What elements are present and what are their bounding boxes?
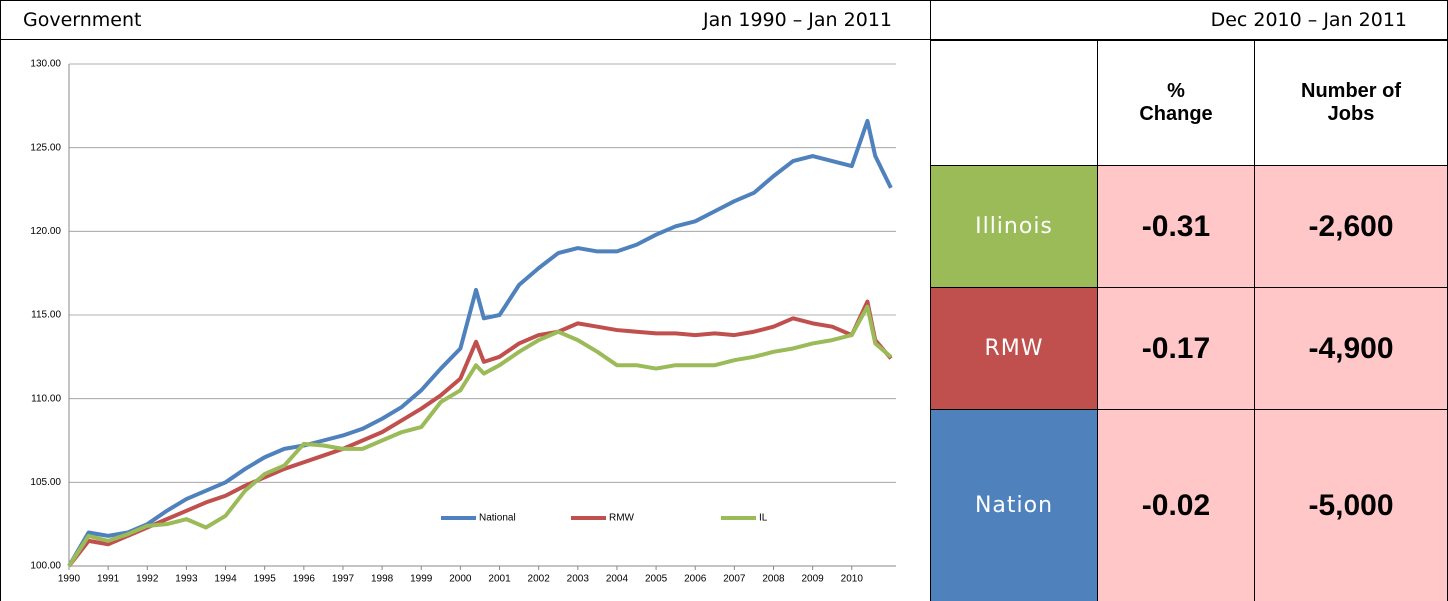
x-tick-label: 1996 [293,574,316,585]
series-line [67,299,893,568]
x-tick-label: 1999 [410,574,433,585]
x-tick-label: 2009 [802,574,825,585]
job-change: -4,900 [1254,287,1448,410]
x-tick-label: 2003 [567,574,590,585]
x-tick-label: 1995 [254,574,277,585]
y-tick-label: 105.00 [30,477,61,488]
series-line [67,304,893,568]
job-change: -2,600 [1254,165,1448,288]
x-tick-label: 1998 [371,574,394,585]
y-tick-label: 125.00 [30,142,61,153]
legend-label: RMW [609,513,635,524]
x-tick-label: 2002 [528,574,551,585]
x-tick-label: 2001 [488,574,511,585]
x-tick-label: 1997 [332,574,355,585]
y-tick-label: 110.00 [31,393,61,404]
row-label: Nation [930,409,1098,601]
pct-change: -0.17 [1097,287,1255,410]
x-tick-label: 1990 [58,574,81,585]
pct-change: -0.31 [1097,165,1255,288]
x-tick-label: 2000 [449,574,472,585]
x-tick-label: 2005 [645,574,668,585]
y-tick-label: 120.00 [30,226,61,237]
chart-header: Government Jan 1990 – Jan 2011 [0,0,931,40]
y-tick-label: 130.00 [30,59,61,70]
x-tick-label: 2004 [606,574,629,585]
pct-change: -0.02 [1097,409,1255,601]
column-header: % Change [1097,40,1255,166]
job-change: -5,000 [1254,409,1448,601]
row-label: RMW [930,287,1098,410]
table-period: Dec 2010 – Jan 2011 [1210,9,1407,31]
x-tick-label: 2007 [723,574,746,585]
x-tick-label: 2008 [762,574,785,585]
x-tick-label: 1993 [175,574,198,585]
column-header: Number of Jobs [1254,40,1448,166]
x-tick-label: 1991 [97,574,120,585]
row-label: Illinois [930,165,1098,288]
table-corner [930,40,1098,166]
table-header: Dec 2010 – Jan 2011 [930,0,1448,40]
x-tick-label: 2010 [841,574,864,585]
x-tick-label: 2006 [684,574,707,585]
series-line [67,118,893,568]
x-tick-label: 1992 [136,574,159,585]
y-tick-label: 100.00 [30,561,61,572]
legend-label: IL [759,513,768,524]
legend-label: National [479,513,516,524]
x-tick-label: 1994 [214,574,237,585]
y-tick-label: 115.00 [31,310,61,321]
chart-period: Jan 1990 – Jan 2011 [703,9,892,31]
chart-title: Government [23,9,142,31]
chart: 100.00 105.00 110.00 115.00 120.00 125.00 130.… [0,40,896,601]
